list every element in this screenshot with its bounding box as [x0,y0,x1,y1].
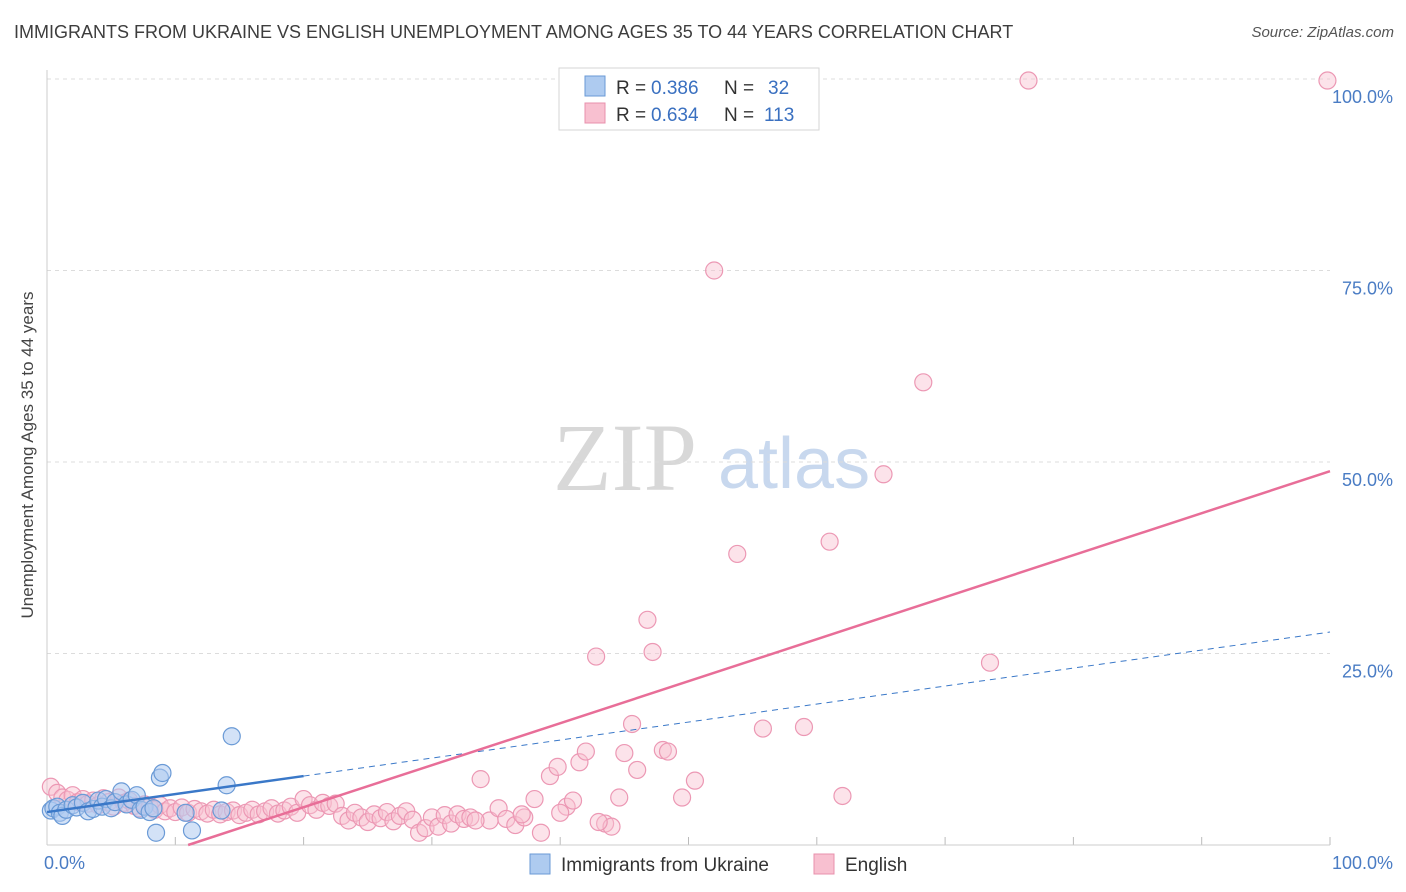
english-point-90 [622,714,642,734]
bottom-legend: Immigrants from Ukraine English [529,853,907,876]
english-point-101 [794,717,814,737]
english-trend-line [187,470,1331,847]
x-tick-label-1: 100.0% [1332,853,1393,873]
english-point-91 [628,760,647,780]
axes [46,70,1330,846]
english-point-71 [471,770,490,789]
english-point-111 [551,803,570,822]
english-point-69 [454,809,474,829]
english-point-98 [705,261,724,280]
english-point-109 [466,811,485,830]
legend-n-value-english: 113 [764,105,794,126]
english-point-110 [512,805,531,824]
english-point-85 [587,647,606,666]
watermark-atlas: atlas [718,424,870,504]
english-point-79 [540,766,560,786]
trend-lines [46,470,1331,847]
y-tick-label-1: 50.0% [1342,470,1393,490]
legend-n-label-ukraine: N = [724,78,754,99]
ukraine-point-26 [146,823,166,842]
english-point-93 [643,642,662,662]
english-point-62 [409,823,429,842]
english-point-52 [345,803,365,822]
bottom-legend-label-english: English [845,855,907,876]
english-point-77 [525,789,544,809]
english-point-82 [563,791,583,810]
legend-r-label-ukraine: R = [616,78,646,99]
english-point-76 [515,808,534,827]
english-point-106 [980,653,1000,672]
legend-swatch-english [584,102,606,124]
ukraine-point-23 [144,799,163,818]
y-tick-label-0: 25.0% [1342,662,1393,682]
legend-swatch-ukraine [584,75,606,97]
english-point-78 [531,823,551,842]
legend-r-label-english: R = [616,105,646,126]
english-point-112 [589,812,608,832]
watermark-zip: ZIP [553,404,697,511]
english-point-107 [1019,71,1038,90]
english-point-88 [610,788,629,807]
y-axis-label: Unemployment Among Ages 35 to 44 years [18,292,37,619]
ukraine-point-25 [153,763,172,783]
grid-lines [47,78,1331,845]
y-tick-label-2: 75.0% [1342,279,1393,299]
ukraine-point-31 [176,803,195,822]
legend-r-value-ukraine: 0.386 [651,78,699,99]
english-point-103 [833,786,852,806]
legend-r-value-english: 0.634 [651,105,699,126]
chart-source: Source: ZipAtlas.com [1251,24,1394,41]
chart-title: IMMIGRANTS FROM UKRAINE VS ENGLISH UNEMP… [14,22,1014,42]
english-point-102 [820,532,839,551]
legend-n-value-ukraine: 32 [768,78,789,99]
legend: R = 0.386 N = 32 R = 0.634 N = 113 [558,67,820,131]
english-point-105 [914,373,933,392]
ukraine-trend-extension [303,631,1331,777]
english-point-92 [638,610,657,629]
ukraine-point-30 [222,727,241,746]
ukraine-trend-line [46,774,304,814]
bottom-legend-swatch-english [813,853,835,875]
bottom-legend-swatch-ukraine [529,853,551,875]
english-point-100 [753,719,773,738]
y-tick-label-3: 100.0% [1332,87,1393,107]
english-point-89 [615,743,634,763]
bottom-legend-label-ukraine: Immigrants from Ukraine [561,855,769,876]
x-tick-label-0: 0.0% [44,853,85,873]
tick-labels: 25.0% 50.0% 75.0% 100.0% 0.0% 100.0% [44,87,1393,873]
english-point-80 [548,757,567,776]
english-point-70 [461,808,480,827]
legend-n-label-english: N = [724,105,754,126]
english-point-104 [874,465,893,484]
english-point-96 [672,788,692,807]
ukraine-point-28 [212,801,231,820]
english-point-99 [728,544,747,564]
english-point-95 [658,742,678,761]
english-point-97 [685,771,705,790]
ukraine-point-27 [182,821,202,840]
english-point-84 [576,742,595,761]
english-point-83 [570,753,589,772]
english-point-108 [1318,71,1337,90]
